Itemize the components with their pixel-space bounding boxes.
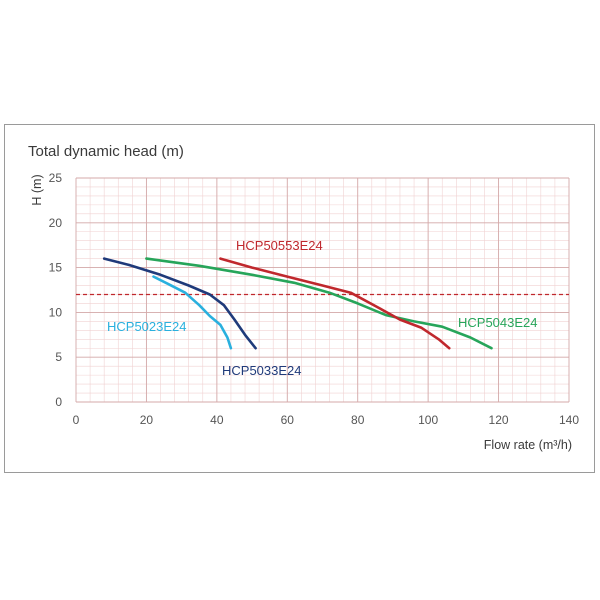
series-label-hcp50553e24: HCP50553E24 [236, 238, 323, 253]
series-label-hcp5023e24: HCP5023E24 [107, 319, 187, 334]
x-tick-label: 60 [281, 413, 295, 427]
y-tick-label: 15 [49, 261, 63, 275]
y-tick-label: 25 [49, 171, 63, 185]
x-tick-label: 20 [140, 413, 154, 427]
x-axis-label: Flow rate (m³/h) [484, 438, 572, 452]
x-tick-label: 80 [351, 413, 365, 427]
series-lines [102, 257, 493, 350]
series-labels: HCP5023E24 HCP5033E24 HCP5043E24 HCP50553E2… [107, 238, 538, 378]
y-axis-label: H (m) [30, 174, 44, 205]
y-tick-label: 5 [55, 350, 62, 364]
series-line-hcp5043e24 [145, 257, 493, 350]
tick-labels: 0 20 40 60 80 100 120 140 0 5 10 15 20 25 [49, 171, 580, 427]
major-grid [75, 177, 570, 403]
x-tick-label: 40 [210, 413, 224, 427]
series-line-hcp5033e24 [102, 257, 257, 350]
chart-title: Total dynamic head (m) [28, 143, 184, 160]
x-tick-label: 120 [489, 413, 509, 427]
series-line-hcp50553e24 [219, 257, 451, 350]
series-line-hcp5023e24 [152, 275, 233, 350]
y-tick-label: 10 [49, 305, 63, 319]
series-label-hcp5033e24: HCP5033E24 [222, 363, 302, 378]
x-tick-label: 100 [418, 413, 438, 427]
x-tick-label: 0 [73, 413, 80, 427]
series-label-hcp5043e24: HCP5043E24 [458, 315, 538, 330]
y-tick-label: 20 [49, 216, 63, 230]
chart-frame [4, 124, 595, 473]
x-tick-label: 140 [559, 413, 579, 427]
y-tick-label: 0 [55, 395, 62, 409]
